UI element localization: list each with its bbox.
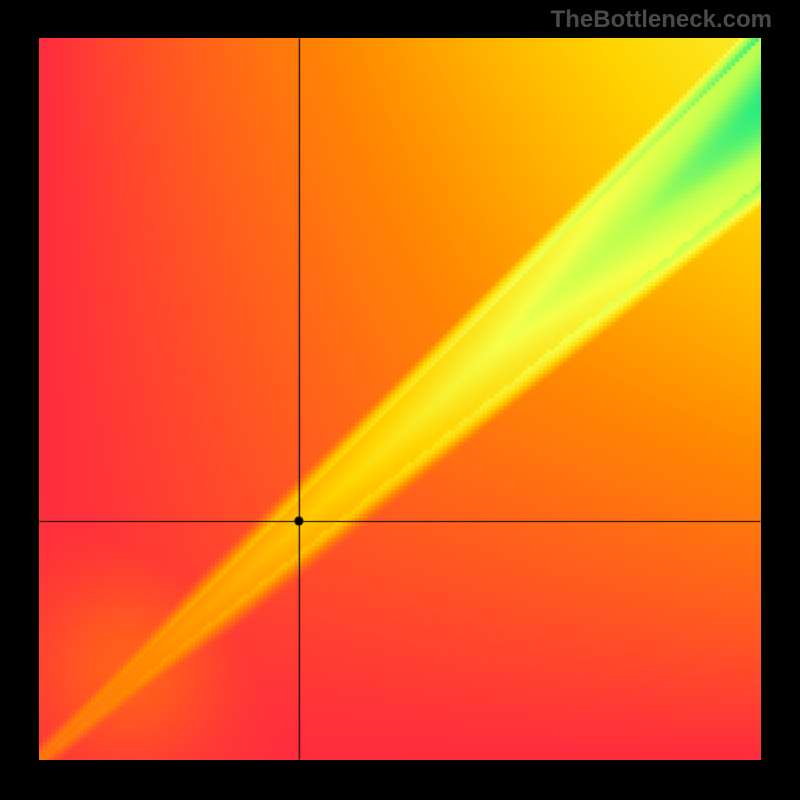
heatmap-canvas bbox=[39, 38, 761, 760]
heatmap-plot bbox=[39, 38, 761, 760]
chart-container: TheBottleneck.com bbox=[0, 0, 800, 800]
watermark-text: TheBottleneck.com bbox=[551, 6, 772, 34]
